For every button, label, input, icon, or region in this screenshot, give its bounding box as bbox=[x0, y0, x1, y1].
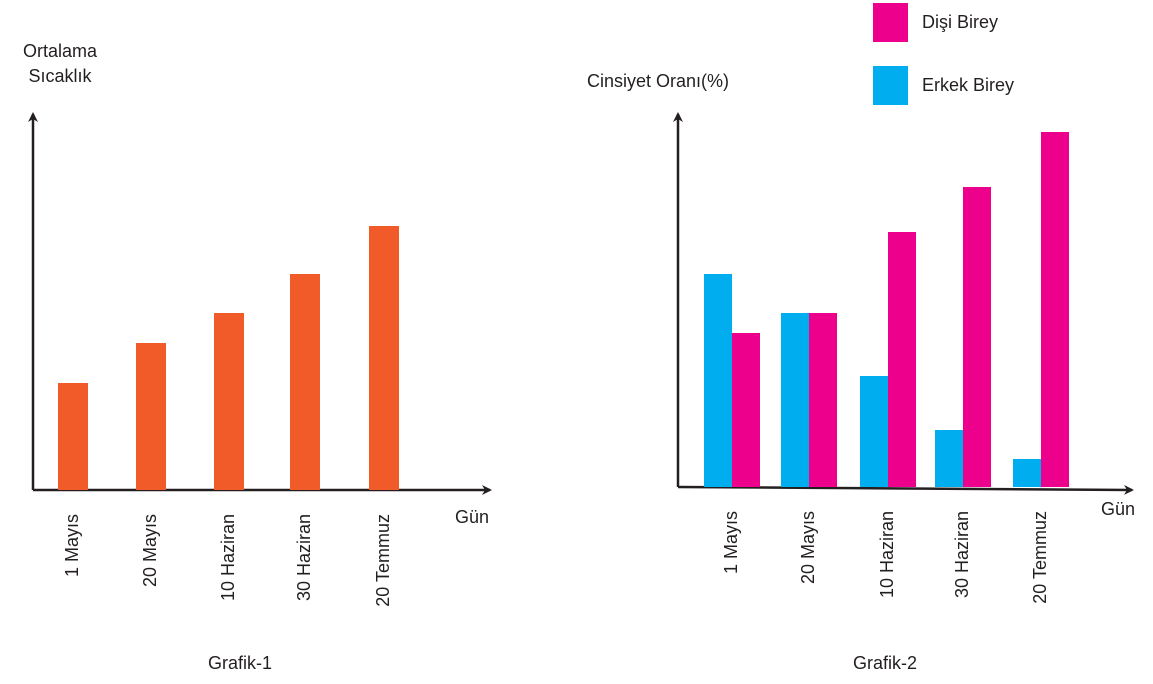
legend-label: Dişi Birey bbox=[922, 12, 998, 32]
x-tick-label: 20 Temmuz bbox=[1030, 511, 1050, 604]
page: Ortalama Sıcaklık Gün Grafik-1 1 Mayıs 20 May… bbox=[0, 0, 1153, 684]
x-tick-label: 1 Mayıs bbox=[62, 514, 82, 577]
bar bbox=[1041, 132, 1069, 487]
y-axis-label: Sıcaklık bbox=[28, 66, 92, 86]
bar bbox=[136, 343, 166, 490]
legend-swatch bbox=[873, 66, 908, 105]
bar bbox=[860, 376, 888, 487]
bar bbox=[290, 274, 320, 490]
x-tick-label: 20 Mayıs bbox=[140, 514, 160, 587]
x-tick-label: 20 Temmuz bbox=[373, 514, 393, 607]
legend-label: Erkek Birey bbox=[922, 75, 1014, 95]
y-axis-label: Cinsiyet Oranı(%) bbox=[587, 71, 729, 91]
x-tick-label: 1 Mayıs bbox=[721, 511, 741, 574]
bar bbox=[888, 232, 916, 487]
bar bbox=[809, 313, 837, 487]
bar bbox=[58, 383, 88, 490]
x-tick-label: 30 Haziran bbox=[294, 514, 314, 601]
bar bbox=[781, 313, 809, 487]
bar bbox=[732, 333, 760, 487]
x-axis bbox=[678, 487, 1132, 490]
bar bbox=[704, 274, 732, 487]
bar bbox=[963, 187, 991, 487]
x-tick-label: 10 Haziran bbox=[877, 511, 897, 598]
bar bbox=[935, 430, 963, 487]
caption: Grafik-2 bbox=[853, 653, 917, 673]
caption: Grafik-1 bbox=[208, 653, 272, 673]
bar bbox=[214, 313, 244, 490]
bar bbox=[369, 226, 399, 490]
x-tick-label: 30 Haziran bbox=[952, 511, 972, 598]
bar bbox=[1013, 459, 1041, 487]
x-axis-label: Gün bbox=[455, 507, 489, 527]
y-axis-label: Ortalama bbox=[23, 41, 98, 61]
legend-swatch bbox=[873, 3, 908, 42]
x-tick-label: 10 Haziran bbox=[218, 514, 238, 601]
x-axis-label: Gün bbox=[1101, 499, 1135, 519]
x-tick-label: 20 Mayıs bbox=[798, 511, 818, 584]
